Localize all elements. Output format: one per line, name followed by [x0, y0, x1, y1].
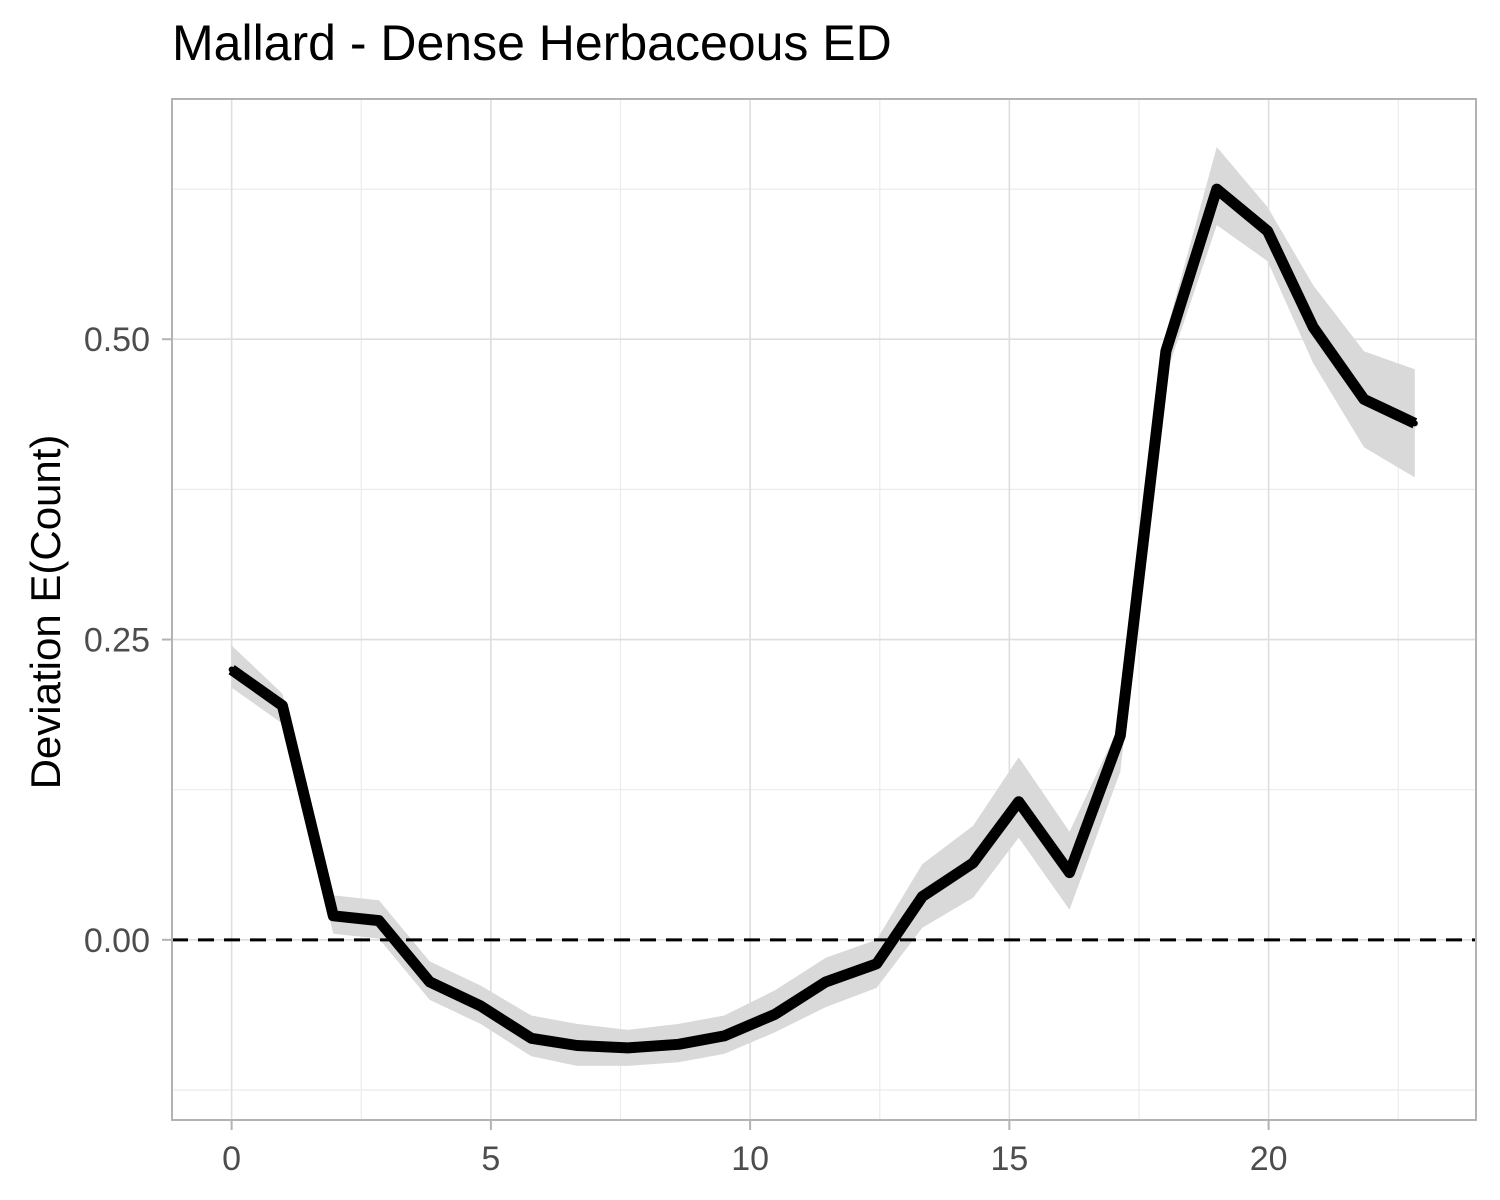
data-point	[1411, 420, 1418, 427]
series-line	[228, 183, 1418, 1054]
data-point	[330, 912, 337, 919]
y-tick-label: 0.00	[84, 922, 150, 960]
x-tick-label: 15	[990, 1140, 1028, 1178]
data-point	[477, 1002, 484, 1009]
data-point	[528, 1035, 535, 1042]
data-point	[970, 859, 977, 866]
y-axis-label: Deviation E(Count)	[22, 435, 69, 790]
data-point	[772, 1011, 779, 1018]
y-axis-layer: 0.00 0.25 0.50	[84, 321, 172, 960]
data-point	[426, 978, 433, 985]
x-axis-layer: 0 5 10 15 20	[222, 1120, 1288, 1178]
x-tick-label: 5	[481, 1140, 500, 1178]
chart-title: Mallard - Dense Herbaceous ED	[172, 15, 892, 71]
x-tick-label: 10	[731, 1140, 769, 1178]
data-point	[1117, 732, 1124, 739]
data-point	[873, 960, 880, 967]
confidence-ribbon-layer	[231, 147, 1415, 1066]
y-tick-label: 0.25	[84, 622, 150, 660]
data-point	[375, 917, 382, 924]
panel-border	[171, 98, 1477, 1121]
data-point	[573, 1042, 580, 1049]
data-point	[1213, 186, 1220, 193]
data-points-layer	[228, 186, 1418, 1051]
confidence-ribbon	[231, 147, 1415, 1066]
panel-border-layer	[171, 98, 1477, 1121]
x-tick-label: 0	[222, 1140, 241, 1178]
data-point	[675, 1041, 682, 1048]
data-point	[1310, 324, 1317, 331]
data-point	[228, 666, 235, 673]
data-point	[279, 702, 286, 709]
data-point	[1361, 396, 1368, 403]
data-point	[624, 1044, 631, 1051]
data-point	[1015, 798, 1022, 805]
data-point	[919, 893, 926, 900]
data-point	[721, 1032, 728, 1039]
data-point	[1066, 869, 1073, 876]
series-line-layer	[228, 183, 1418, 1054]
data-point	[1264, 228, 1271, 235]
x-tick-label: 20	[1250, 1140, 1288, 1178]
y-tick-label: 0.50	[84, 321, 150, 359]
data-point	[822, 978, 829, 985]
data-point	[1162, 348, 1169, 355]
